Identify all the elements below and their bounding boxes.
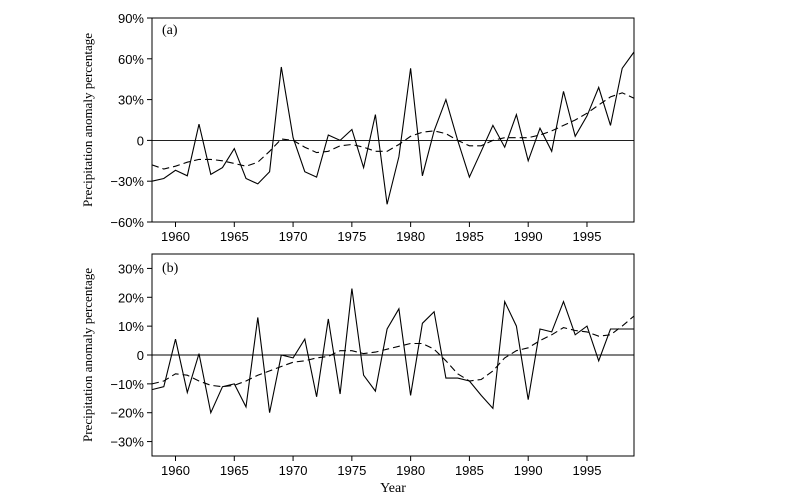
panel-a-x-tick-label: 1985 bbox=[455, 229, 484, 244]
panel-a-x-tick-label: 1960 bbox=[161, 229, 190, 244]
panel-b-y-tick-label: 20% bbox=[118, 290, 144, 305]
panel-a-y-tick-label: 0 bbox=[137, 133, 144, 148]
panel-b-y-axis-label: Precipitation anomaly percentage bbox=[80, 268, 95, 442]
panel-a-plot-frame bbox=[151, 17, 635, 223]
panel-a-y-tick-label: 30% bbox=[118, 93, 144, 108]
panel-b-y-tick-label: −20% bbox=[110, 406, 144, 421]
panel-a-smoothed-series-line bbox=[151, 92, 635, 170]
panel-a-x-tick-label: 1995 bbox=[573, 229, 602, 244]
panel-b-smoothed-series-line bbox=[151, 315, 635, 388]
panel-a-x-tick-label: 1970 bbox=[279, 229, 308, 244]
panel-a-y-axis-label: Precipitation anomaly percentage bbox=[80, 33, 95, 207]
panel-b-x-tick-label: 1965 bbox=[220, 463, 249, 478]
panel-a-x-tick-label: 1990 bbox=[514, 229, 543, 244]
panel-b-x-tick-label: 1985 bbox=[455, 463, 484, 478]
panel-a-x-tick-label: 1975 bbox=[337, 229, 366, 244]
panel-b-y-tick-label: −10% bbox=[110, 377, 144, 392]
panel-a-x-tick-label: 1980 bbox=[396, 229, 425, 244]
panel-b-x-tick-label: 1980 bbox=[396, 463, 425, 478]
panel-a-y-tick-label: −60% bbox=[110, 215, 144, 230]
panel-b-y-tick-label: 0 bbox=[137, 348, 144, 363]
panel-a-x-tick-label: 1965 bbox=[220, 229, 249, 244]
panel-a: −60% −30% 0 30% 60% 90% 1960 1965 1970 1975 1980 19… bbox=[80, 11, 635, 244]
panel-b-annual-series-line bbox=[151, 288, 634, 415]
panel-b-label: (b) bbox=[162, 261, 179, 276]
panel-b-x-tick-label: 1970 bbox=[279, 463, 308, 478]
panel-b-x-tick-label: 1975 bbox=[337, 463, 366, 478]
panel-b-x-tick-label: 1960 bbox=[161, 463, 190, 478]
panel-b: −30% −20% −10% 0 10% 20% 30% 1960 1965 1970 1975 19… bbox=[80, 253, 635, 478]
panel-b-y-tick-label: 30% bbox=[118, 261, 144, 276]
x-axis-label: Year bbox=[380, 481, 406, 496]
panel-b-x-tick-label: 1995 bbox=[573, 463, 602, 478]
panel-a-label: (a) bbox=[162, 23, 178, 38]
panel-b-x-tick-label: 1990 bbox=[514, 463, 543, 478]
panel-a-y-tick-label: −30% bbox=[110, 174, 144, 189]
panel-a-y-tick-label: 90% bbox=[118, 11, 144, 26]
panel-a-annual-series-line bbox=[151, 51, 635, 205]
panel-a-y-tick-label: 60% bbox=[118, 52, 144, 67]
panel-b-y-tick-label: 10% bbox=[118, 319, 144, 334]
panel-b-y-tick-label: −30% bbox=[110, 435, 144, 450]
